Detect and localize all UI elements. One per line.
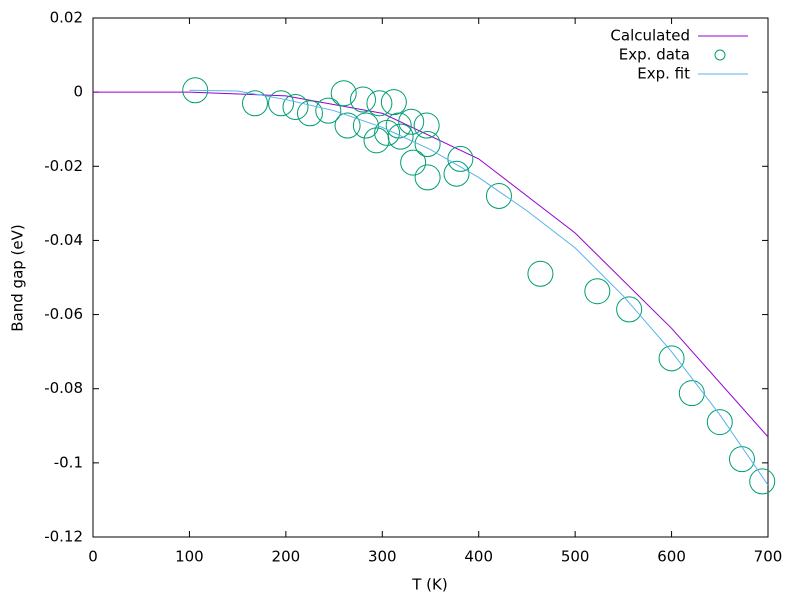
point <box>485 182 512 209</box>
x-tick-label: 500 <box>561 548 590 566</box>
point <box>315 97 342 124</box>
point <box>658 345 685 372</box>
point <box>330 80 357 107</box>
point <box>678 380 705 407</box>
point <box>413 112 440 139</box>
x-tick-label: 400 <box>464 548 493 566</box>
point <box>268 90 295 117</box>
point <box>334 112 361 139</box>
y-tick-label: -0.08 <box>44 379 83 397</box>
point <box>527 260 554 287</box>
x-tick-label: 100 <box>175 548 204 566</box>
y-tick-label: -0.06 <box>44 305 83 323</box>
legend-symbol <box>714 49 726 61</box>
legend-label: Exp. fit <box>637 65 690 83</box>
point <box>398 108 425 135</box>
x-axis-label: T (K) <box>411 576 447 594</box>
line <box>93 91 769 438</box>
legend-label: Exp. data <box>619 46 690 64</box>
y-tick-label: 0 <box>73 83 83 101</box>
point <box>296 100 323 127</box>
point <box>350 86 376 113</box>
y-tick-label: 0.02 <box>50 9 83 27</box>
x-tick-label: 600 <box>657 548 686 566</box>
point <box>400 149 427 176</box>
line <box>189 89 769 486</box>
point <box>414 131 441 158</box>
x-tick-label: 300 <box>368 548 397 566</box>
plot-border <box>92 17 769 538</box>
point <box>443 160 470 187</box>
x-tick-label: 200 <box>272 548 301 566</box>
point <box>447 145 474 172</box>
point <box>749 468 776 495</box>
point <box>414 164 441 191</box>
legend-label: Calculated <box>610 27 690 45</box>
point <box>584 278 611 305</box>
point <box>706 409 733 436</box>
y-tick-label: -0.12 <box>44 528 83 546</box>
point <box>366 90 393 117</box>
point <box>616 296 643 323</box>
x-tick-label: 0 <box>88 548 98 566</box>
y-tick-label: -0.04 <box>44 231 83 249</box>
point <box>282 93 309 120</box>
point <box>385 112 412 139</box>
y-tick-label: -0.02 <box>44 157 83 175</box>
point <box>380 89 407 116</box>
y-tick-label: -0.1 <box>54 453 83 471</box>
point <box>242 90 268 117</box>
y-axis-label: Band gap (eV) <box>9 224 27 331</box>
x-tick-label: 700 <box>754 548 783 566</box>
point <box>387 123 414 150</box>
